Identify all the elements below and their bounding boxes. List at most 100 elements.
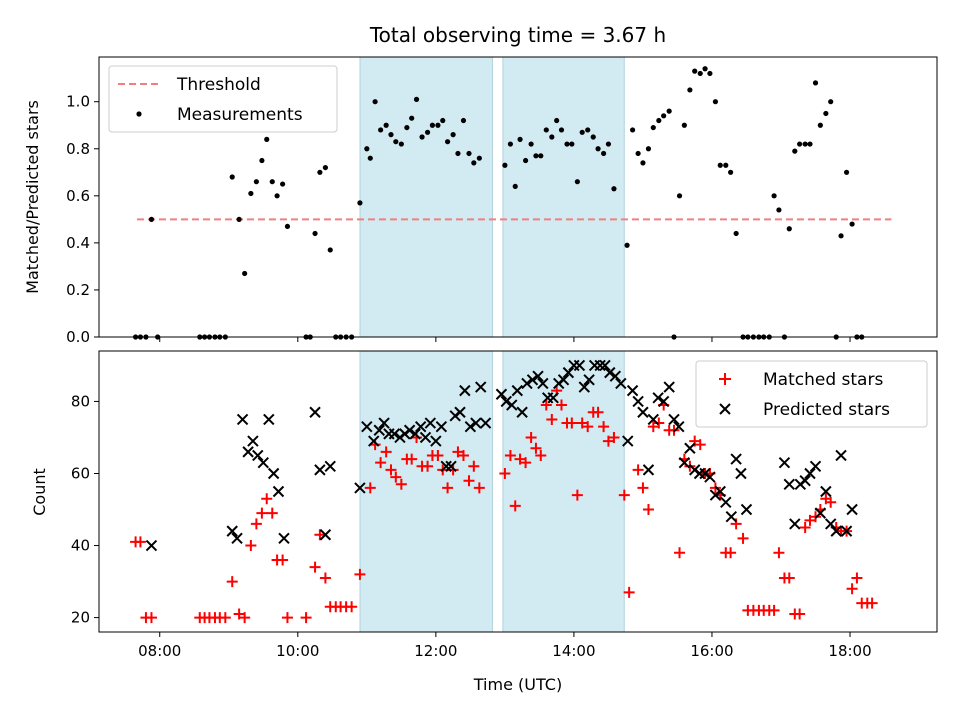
ratio-legend-box xyxy=(108,65,338,133)
measurement-point xyxy=(786,226,792,232)
measurement-point xyxy=(312,230,318,237)
measurement-point xyxy=(849,221,855,227)
measurement-point xyxy=(280,181,286,187)
measurement-point xyxy=(645,146,652,152)
measurement-point xyxy=(229,174,235,180)
predicted-stars-point xyxy=(820,485,832,498)
matched-stars-point xyxy=(385,464,397,476)
predicted-stars-point xyxy=(814,507,827,519)
matched-stars-point xyxy=(540,399,552,411)
predicted-stars-point xyxy=(440,460,452,472)
matched-stars-point xyxy=(623,586,635,598)
predicted-stars-point xyxy=(637,406,649,418)
matched-stars-point xyxy=(364,482,376,494)
measurement-point xyxy=(656,117,662,124)
measurement-point xyxy=(512,183,518,190)
predicted-stars-point xyxy=(532,370,544,382)
measurement-point xyxy=(661,113,667,119)
predicted-stars-point xyxy=(247,435,259,447)
matched-stars-point xyxy=(592,406,604,418)
predicted-stars-point xyxy=(511,384,524,397)
predicted-stars-point xyxy=(309,406,321,418)
predicted-stars-point xyxy=(361,420,373,433)
matched-stars-point xyxy=(250,518,262,530)
measurement-point xyxy=(372,99,378,105)
count-legend: Matched stars Predicted stars xyxy=(695,360,928,428)
measurement-point xyxy=(797,141,803,147)
observing-window-span xyxy=(359,350,493,633)
predicted-stars-point xyxy=(778,456,791,469)
matched-stars-point xyxy=(468,460,480,472)
predicted-stars-point xyxy=(609,370,622,382)
count-marks xyxy=(130,359,878,624)
measurement-point xyxy=(692,68,698,74)
predicted-stars-point xyxy=(684,442,696,454)
matched-stars-point xyxy=(608,431,620,443)
measurement-point xyxy=(771,193,777,199)
measurement-point xyxy=(554,117,560,124)
predicted-stars-point xyxy=(632,395,644,408)
matched-stars-point xyxy=(256,507,268,519)
predicted-stars-point xyxy=(378,417,390,429)
x-tick-label: 12:00 xyxy=(414,642,457,660)
predicted-stars-point xyxy=(354,482,366,494)
predicted-stars-point xyxy=(257,456,269,469)
predicted-stars-point xyxy=(479,417,492,429)
predicted-stars-point xyxy=(809,460,822,472)
measurement-point xyxy=(419,134,425,140)
measurement-point xyxy=(327,247,333,253)
observing-windows xyxy=(359,350,625,633)
matched-stars-point xyxy=(642,504,654,516)
matched-stars-point xyxy=(618,489,630,501)
predicted-stars-point xyxy=(657,395,670,408)
measurement-point xyxy=(817,122,823,128)
predicted-stars-point xyxy=(673,420,685,433)
observing-window-span xyxy=(359,56,493,338)
measurement-point xyxy=(393,139,399,145)
matched-stars-point xyxy=(514,453,526,465)
ratio-panel: 0.0 0.2 0.4 0.6 0.8 1.0 Matched/Predicted sta… xyxy=(23,56,938,346)
predicted-stars-point xyxy=(236,413,249,426)
matched-stars-point xyxy=(637,482,649,494)
matched-stars-point xyxy=(319,572,331,584)
y-tick-label: 0.6 xyxy=(66,187,90,205)
measurement-point xyxy=(666,108,672,114)
y-tick-label: 0.0 xyxy=(66,328,90,346)
matched-stars-point xyxy=(463,475,475,487)
predicted-stars-point xyxy=(464,420,477,433)
matched-stars-point xyxy=(825,496,837,508)
measurement-point xyxy=(807,141,813,147)
measurement-point xyxy=(357,200,363,206)
measurement-point xyxy=(538,153,544,159)
measurement-point xyxy=(812,80,819,86)
matched-stars-point xyxy=(535,449,547,461)
measurement-point xyxy=(388,132,394,138)
predicted-stars-point xyxy=(599,359,611,372)
matched-stars-point xyxy=(632,464,644,476)
predicted-stars-point xyxy=(470,417,482,429)
matched-stars-point xyxy=(530,442,542,454)
matched-stars-point xyxy=(571,489,583,501)
predicted-stars-point xyxy=(459,384,471,397)
measurement-point xyxy=(259,157,265,164)
x-tick-label: 10:00 xyxy=(276,642,319,660)
matched-stars-point xyxy=(504,449,516,461)
predicted-stars-point xyxy=(252,449,264,462)
x-tick-label: 16:00 xyxy=(690,642,733,660)
predicted-stars-point xyxy=(435,420,448,433)
ratio-axis-ticks: 0.0 0.2 0.4 0.6 0.8 1.0 xyxy=(66,93,851,346)
measurement-point xyxy=(148,216,155,222)
predicted-stars-point xyxy=(783,478,795,491)
measurement-point xyxy=(440,117,446,124)
measurement-point xyxy=(248,190,254,197)
predicted-stars-point xyxy=(789,518,801,530)
matched-stars-point xyxy=(499,467,511,479)
predicted-stars-point xyxy=(668,413,680,426)
predicted-stars-point xyxy=(475,381,487,393)
y-tick-label: 40 xyxy=(71,537,90,555)
predicted-stars-point xyxy=(594,359,606,372)
predicted-stars-point xyxy=(714,485,726,498)
predicted-stars-point xyxy=(678,456,691,469)
observing-window-span xyxy=(502,56,625,338)
matched-stars-point xyxy=(674,547,686,559)
